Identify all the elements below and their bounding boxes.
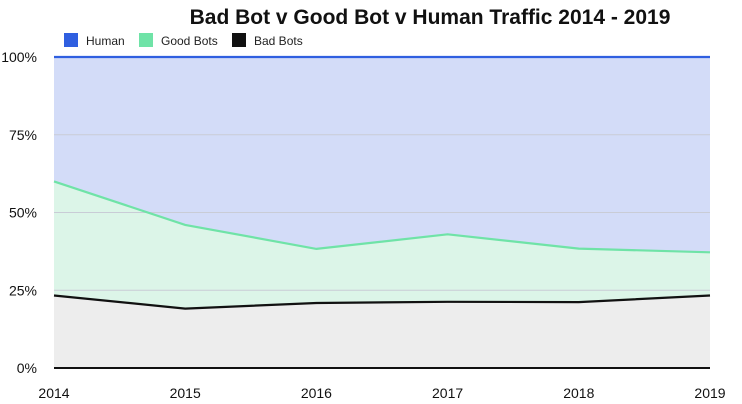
- gridlines: [54, 134, 710, 291]
- y-tick-label: 100%: [1, 49, 37, 65]
- series-lines: [53, 55, 711, 369]
- legend-label-good-bots: Good Bots: [161, 34, 218, 48]
- area-bad-bots: [54, 295, 710, 368]
- legend-label-human: Human: [86, 34, 125, 48]
- y-tick-label: 75%: [9, 127, 37, 143]
- chart-title: Bad Bot v Good Bot v Human Traffic 2014 …: [190, 6, 671, 29]
- x-tick-label: 2017: [432, 385, 463, 401]
- legend-label-bad-bots: Bad Bots: [254, 34, 303, 48]
- x-tick-label: 2016: [301, 385, 332, 401]
- x-tick-label: 2018: [563, 385, 594, 401]
- x-tick-label: 2019: [694, 385, 725, 401]
- legend-swatch-bad-bots: [232, 33, 246, 47]
- line-bad-bots: [53, 294, 711, 310]
- y-axis-ticks: 0% 25% 50% 75% 100%: [1, 49, 37, 376]
- x-tick-label: 2014: [38, 385, 69, 401]
- line-good-bots: [53, 180, 711, 254]
- x-tick-label: 2015: [170, 385, 201, 401]
- legend: Human Good Bots Bad Bots: [64, 33, 303, 48]
- y-tick-label: 50%: [9, 205, 37, 221]
- legend-swatch-good-bots: [139, 33, 153, 47]
- y-tick-label: 0%: [17, 360, 37, 376]
- area-human: [54, 57, 710, 253]
- legend-swatch-human: [64, 33, 78, 47]
- x-axis-ticks: 2014 2015 2016 2017 2018 2019: [38, 385, 725, 401]
- area-good-bots: [54, 181, 710, 309]
- y-tick-label: 25%: [9, 282, 37, 298]
- plot-areas: [54, 57, 710, 368]
